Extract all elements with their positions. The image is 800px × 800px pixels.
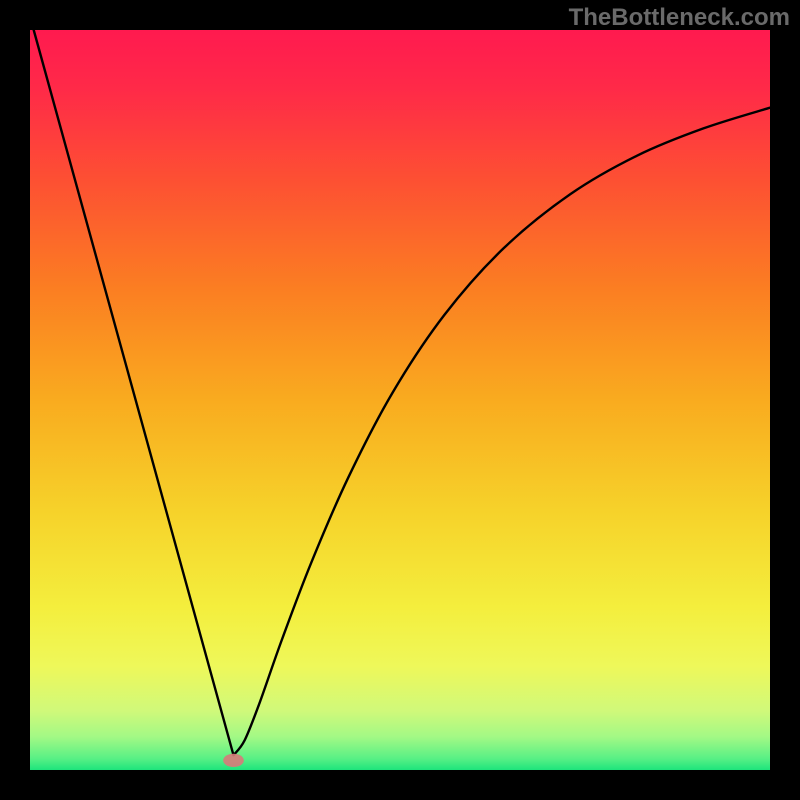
watermark-text: TheBottleneck.com	[569, 4, 790, 31]
plot-gradient-background	[30, 30, 770, 770]
minimum-marker	[223, 754, 244, 767]
bottleneck-chart: TheBottleneck.com	[0, 0, 800, 800]
chart-stage: TheBottleneck.com	[0, 0, 800, 800]
